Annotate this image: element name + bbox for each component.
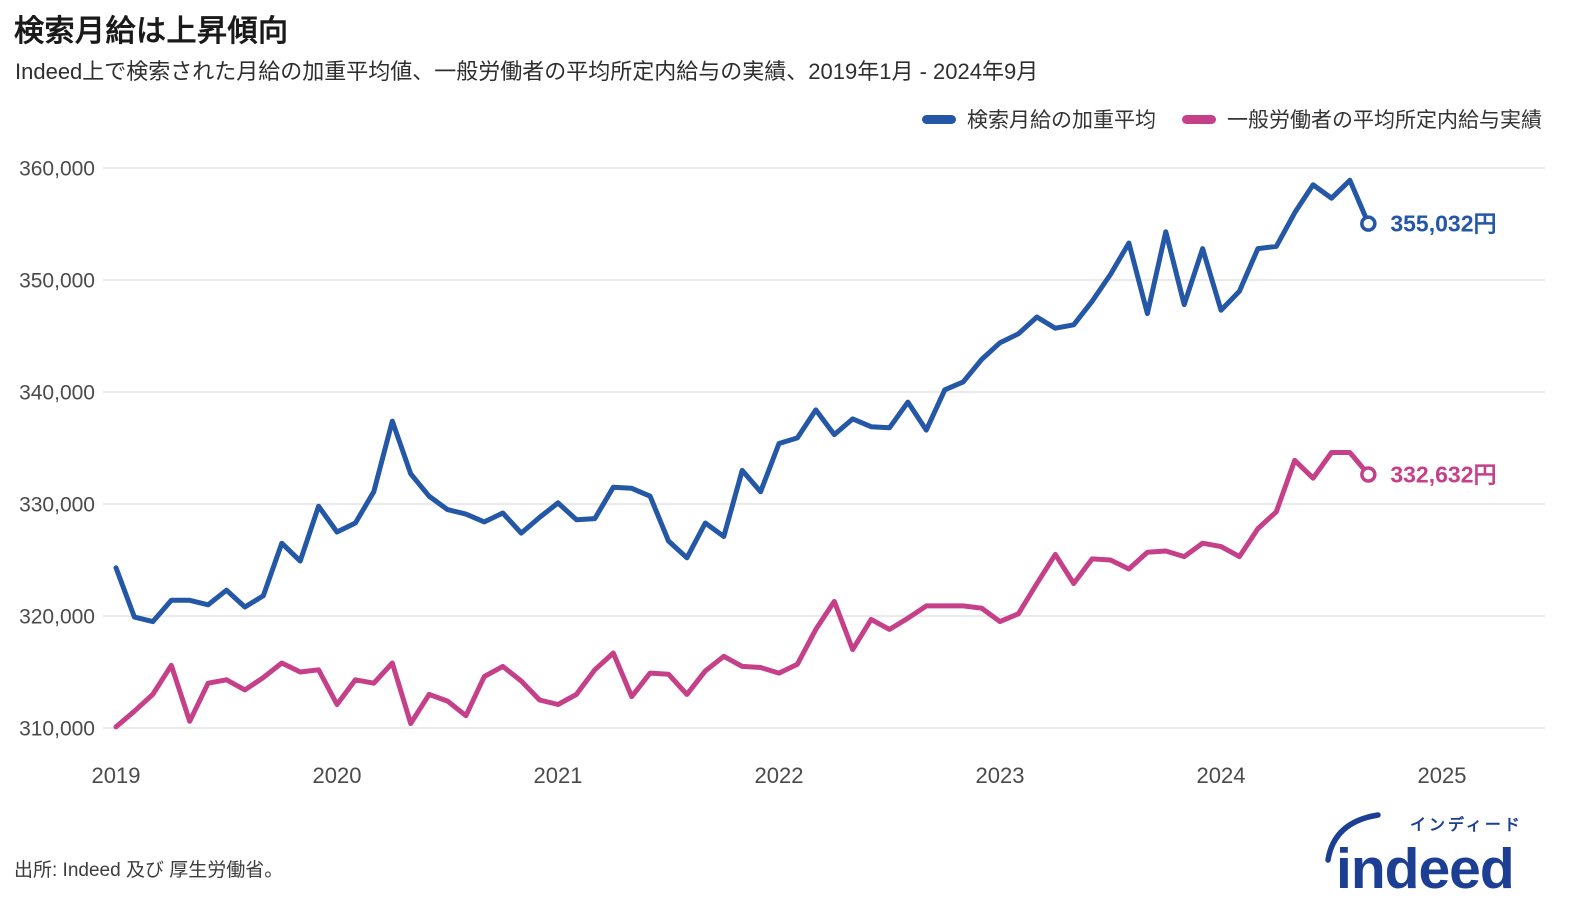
x-axis-tick-label: 2025 [1418, 763, 1467, 788]
chart-subtitle: Indeed上で検索された月給の加重平均値、一般労働者の平均所定内給与の実績、2… [15, 59, 1039, 84]
data-line [113, 450, 1371, 730]
page-title: 検索月給は上昇傾向 [14, 15, 289, 48]
legend-item-search-wage: 検索月給の加重平均 [922, 104, 1156, 134]
end-value-label: 355,032円 [1390, 211, 1496, 237]
source-note: 出所: Indeed 及び 厚生労働省。 [14, 860, 284, 881]
end-value-label: 332,632円 [1390, 462, 1496, 488]
data-line [113, 177, 1371, 625]
x-axis-tick-label: 2022 [755, 763, 804, 788]
y-axis-tick-label: 360,000 [19, 158, 95, 181]
logo-katakana: インディード [1410, 815, 1523, 834]
x-axis-tick-label: 2020 [313, 763, 362, 788]
y-axis-tick-label: 310,000 [19, 718, 95, 741]
legend-swatch-pink [1182, 114, 1216, 124]
y-axis-tick-label: 330,000 [19, 494, 95, 517]
x-axis-tick-label: 2021 [534, 763, 583, 788]
legend: 検索月給の加重平均 一般労働者の平均所定内給与実績 [922, 104, 1542, 134]
x-axis-tick-label: 2019 [92, 763, 141, 788]
y-axis-tick-label: 340,000 [19, 382, 95, 405]
legend-label: 一般労働者の平均所定内給与実績 [1227, 109, 1542, 132]
y-axis-tick-label: 350,000 [19, 270, 95, 293]
x-axis-tick-label: 2023 [976, 763, 1025, 788]
legend-label: 検索月給の加重平均 [967, 109, 1156, 132]
x-axis-tick-label: 2024 [1197, 763, 1246, 788]
y-axis-tick-label: 320,000 [19, 606, 95, 629]
indeed-logo: インディード indeed [1325, 812, 1523, 898]
legend-swatch-blue [922, 114, 956, 124]
logo-arc [1325, 812, 1381, 863]
end-point-marker [1360, 215, 1377, 232]
logo-wordmark: indeed [1336, 837, 1514, 898]
legend-item-actual-wage: 一般労働者の平均所定内給与実績 [1182, 104, 1542, 134]
end-point-marker [1360, 466, 1377, 483]
